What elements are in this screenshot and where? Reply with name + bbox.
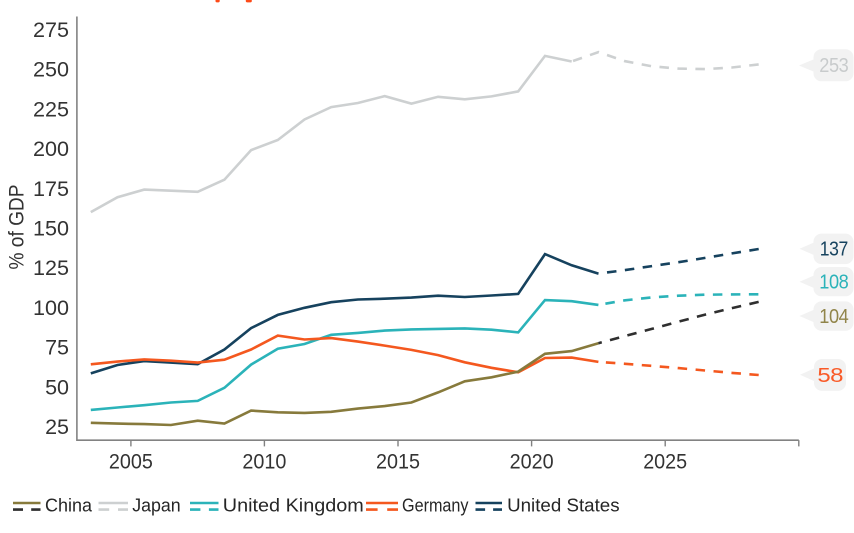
svg-text:25: 25	[45, 415, 69, 439]
svg-text:2025: 2025	[643, 450, 687, 474]
svg-text:225: 225	[33, 97, 69, 121]
svg-text:253: 253	[819, 55, 848, 77]
svg-text:150: 150	[33, 217, 69, 241]
svg-text:Japan: Japan	[132, 496, 181, 516]
svg-text:100: 100	[33, 296, 69, 320]
svg-text:75: 75	[45, 336, 69, 360]
svg-text:2010: 2010	[242, 450, 286, 474]
svg-text:China: China	[45, 496, 93, 516]
svg-text:2020: 2020	[510, 450, 554, 474]
svg-text:137: 137	[820, 239, 848, 261]
svg-text:% of GDP: % of GDP	[5, 185, 29, 270]
svg-text:Germany: Germany	[402, 496, 469, 516]
svg-text:108: 108	[819, 272, 848, 294]
svg-text:2015: 2015	[376, 450, 420, 474]
svg-text:200: 200	[33, 137, 69, 161]
svg-text:275: 275	[33, 18, 69, 42]
svg-text:2005: 2005	[109, 450, 153, 474]
svg-text:175: 175	[33, 177, 69, 201]
svg-text:58: 58	[817, 365, 843, 387]
svg-text:50: 50	[45, 375, 69, 399]
svg-text:104: 104	[819, 306, 848, 328]
svg-text:United Kingdom: United Kingdom	[223, 496, 364, 516]
svg-text:United States: United States	[507, 496, 619, 516]
svg-text:125: 125	[33, 256, 69, 280]
svg-text:250: 250	[33, 58, 69, 82]
